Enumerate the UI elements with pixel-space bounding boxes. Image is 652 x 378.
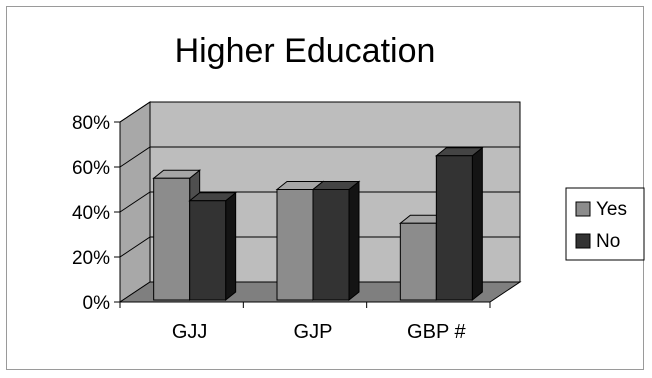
bar-gjp-yes	[276, 189, 314, 301]
bar-gjj-no	[189, 200, 227, 301]
legend: Yes No	[565, 187, 645, 261]
bar-gjp-no	[312, 189, 350, 301]
bar-gbp-no	[435, 155, 473, 301]
y-tick-label: 0%	[83, 293, 111, 314]
legend-swatch-no	[575, 233, 591, 249]
legend-label-no: No	[596, 231, 620, 252]
x-axis: GJJ GJP GBP #	[119, 301, 491, 343]
chart-title: Higher Education	[175, 32, 436, 70]
legend-label-yes: Yes	[596, 199, 627, 220]
y-tick-label: 80%	[72, 113, 110, 134]
gridline	[119, 191, 520, 213]
bar-gbp-yes	[399, 222, 437, 301]
gridline	[119, 101, 520, 123]
y-tick-label: 40%	[72, 203, 110, 224]
bar-gbp-no-side	[471, 146, 483, 302]
y-tick-label: 20%	[72, 248, 110, 269]
gridline	[119, 236, 520, 258]
bar-gjj-no-side	[225, 191, 237, 302]
legend-swatch-yes	[575, 201, 591, 217]
bar-gjp-no-side	[348, 180, 360, 302]
bars	[152, 146, 484, 302]
bar-gjj-yes	[153, 177, 191, 301]
y-axis: 0% 20% 40% 60% 80%	[72, 113, 121, 314]
x-tick-label: GBP #	[407, 321, 466, 343]
y-tick-label: 60%	[72, 158, 110, 179]
gridlines	[119, 101, 520, 258]
x-tick-label: GJJ	[172, 321, 208, 343]
x-tick-label: GJP	[294, 321, 333, 343]
gridline	[119, 146, 520, 168]
